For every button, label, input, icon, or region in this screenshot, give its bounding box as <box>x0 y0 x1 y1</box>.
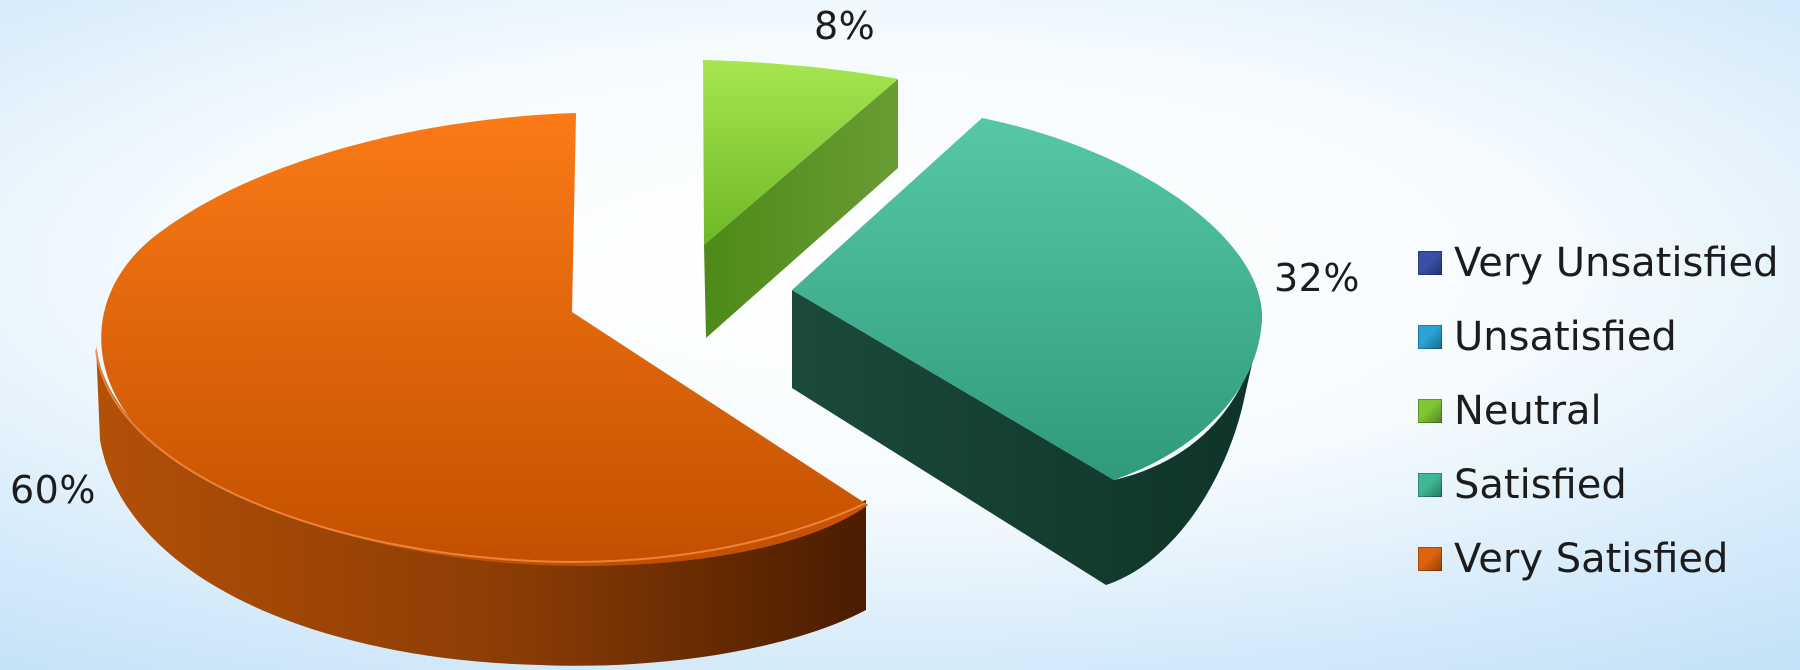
legend-item-very-unsatisfied: Very Unsatisfied <box>1418 226 1779 300</box>
legend-label-very-satisfied: Very Satisfied <box>1454 536 1729 582</box>
data-label-very-satisfied: 60% <box>10 468 96 512</box>
slice-very-satisfied-rim <box>95 349 867 564</box>
slice-neutral-side <box>704 79 898 338</box>
legend-item-very-satisfied: Very Satisfied <box>1418 522 1779 596</box>
slice-neutral-top <box>703 60 898 245</box>
legend-item-satisfied: Satisfied <box>1418 448 1779 522</box>
legend-label-satisfied: Satisfied <box>1454 462 1627 508</box>
legend-label-very-unsatisfied: Very Unsatisfied <box>1454 240 1779 286</box>
legend-swatch-unsatisfied <box>1418 325 1442 349</box>
chart-legend: Very Unsatisfied Unsatisfied Neutral Sat… <box>1418 226 1779 596</box>
legend-swatch-very-satisfied <box>1418 547 1442 571</box>
slice-satisfied-top <box>792 118 1263 480</box>
slice-neutral <box>703 60 898 338</box>
legend-item-unsatisfied: Unsatisfied <box>1418 300 1779 374</box>
legend-label-unsatisfied: Unsatisfied <box>1454 314 1677 360</box>
legend-swatch-neutral <box>1418 399 1442 423</box>
legend-swatch-very-unsatisfied <box>1418 251 1442 275</box>
slice-satisfied <box>792 118 1263 585</box>
slice-very-satisfied-top <box>101 113 868 566</box>
slice-very-satisfied-side <box>96 345 866 666</box>
data-label-neutral: 8% <box>814 4 876 48</box>
legend-label-neutral: Neutral <box>1454 388 1602 434</box>
slice-very-satisfied <box>95 113 868 666</box>
legend-item-neutral: Neutral <box>1418 374 1779 448</box>
legend-swatch-satisfied <box>1418 473 1442 497</box>
slice-satisfied-side <box>792 290 1262 585</box>
data-label-satisfied: 32% <box>1274 256 1360 300</box>
